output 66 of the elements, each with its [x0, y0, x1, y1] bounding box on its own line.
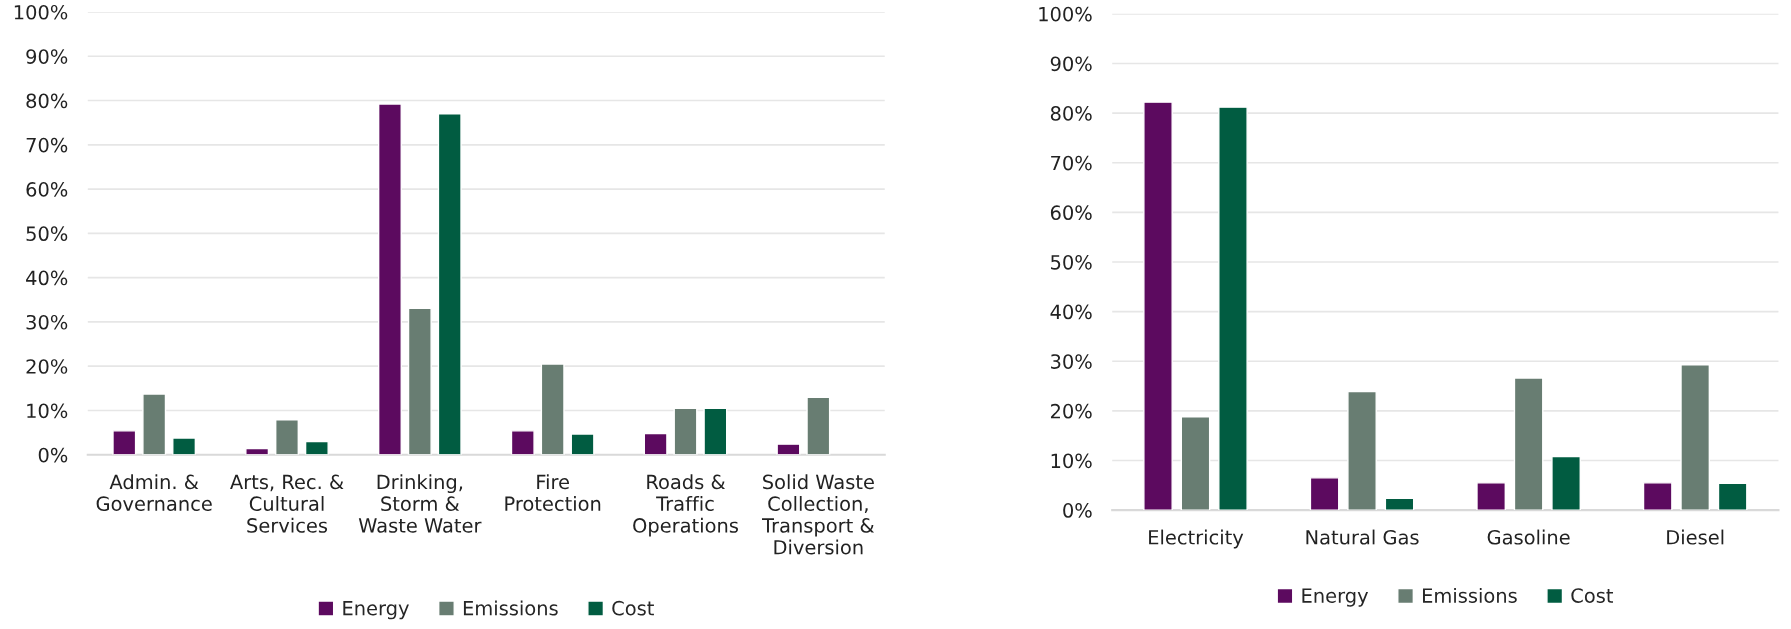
x-tick-label: Diesel [1667, 529, 1724, 545]
bar [570, 433, 595, 455]
y-tick-label: 50% [26, 226, 68, 242]
legend-label: Cost [612, 600, 654, 616]
y-tick-label: 40% [1050, 304, 1092, 320]
y-tick-label: 100% [1039, 6, 1092, 22]
y-tick-label: 20% [1050, 403, 1092, 419]
bar [1513, 377, 1544, 511]
y-tick-label: 10% [1051, 453, 1092, 469]
bar [304, 440, 329, 455]
bar [172, 437, 197, 455]
y-tick-label: 0% [1063, 503, 1092, 518]
x-tick-label: Arts, Rec. & Cultural Services [230, 474, 344, 533]
y-tick-label: 70% [26, 137, 68, 153]
y-tick-label: 60% [1050, 205, 1092, 221]
x-tick-label: Electricity [1149, 529, 1244, 549]
bar [673, 407, 698, 455]
bar [540, 363, 565, 455]
bar [1551, 455, 1581, 511]
bar [776, 443, 801, 455]
legend-label: Energy [1302, 588, 1369, 607]
x-tick-label: Gasoline [1487, 529, 1570, 545]
y-tick-label: 90% [26, 49, 68, 64]
y-tick-label: 30% [26, 314, 68, 330]
bar [437, 113, 462, 455]
legend-label: Energy [343, 601, 409, 620]
legend-label: Cost [1571, 588, 1614, 603]
y-tick-label: 40% [26, 270, 68, 286]
y-tick-label: 20% [26, 359, 68, 374]
bar [703, 407, 728, 455]
y-tick-label: 90% [1050, 56, 1092, 72]
bar [1218, 106, 1248, 511]
y-tick-label: 30% [1051, 354, 1092, 369]
bar [112, 430, 137, 455]
bar [806, 396, 831, 455]
bar [1717, 482, 1748, 511]
x-tick-label: Natural Gas [1306, 529, 1419, 545]
y-tick-label: 0% [38, 447, 68, 463]
bar [407, 307, 432, 455]
y-tick-label: 10% [27, 403, 68, 419]
x-tick-label: Roads & Traffic Operations [633, 474, 738, 537]
y-tick-label: 80% [26, 93, 68, 109]
y-tick-label: 50% [1051, 254, 1092, 270]
bar [1476, 482, 1506, 511]
bar [1642, 482, 1673, 511]
bar [1180, 416, 1211, 511]
legend-label: Emissions [1423, 587, 1517, 603]
bar [510, 430, 535, 455]
x-tick-label: Fire Protection [505, 474, 601, 512]
y-tick-label: 70% [1051, 155, 1092, 171]
bar [1309, 477, 1340, 511]
y-tick-label: 100% [14, 4, 68, 20]
x-tick-label: Admin. & Governance [96, 474, 212, 512]
y-tick-label: 60% [26, 182, 68, 197]
bar [142, 393, 167, 455]
bar [643, 432, 668, 455]
bar [1143, 101, 1173, 511]
bar [377, 103, 402, 455]
x-tick-label: Solid Waste Collection, Transport & Diversion [761, 474, 875, 555]
bar [1347, 390, 1377, 511]
x-tick-label: Drinking, Storm & Waste Water [358, 474, 482, 533]
y-tick-label: 80% [1050, 106, 1092, 121]
bar [275, 419, 299, 455]
bar [1384, 497, 1415, 511]
bar [1680, 364, 1711, 511]
legend-label: Emissions [463, 600, 558, 616]
